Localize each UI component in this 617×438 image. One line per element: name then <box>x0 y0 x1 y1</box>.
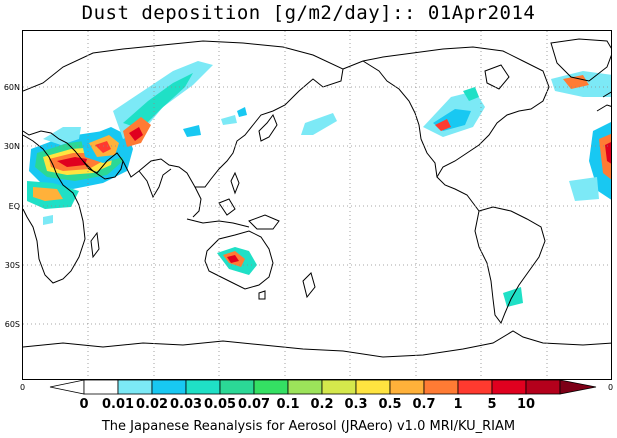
dust-region-great-lakes <box>463 87 479 101</box>
coast-new-zealand <box>302 272 316 299</box>
colorbar-cell <box>83 379 119 395</box>
colorbar-arrow-left <box>49 379 85 395</box>
map-panel <box>22 30 612 380</box>
dust-region-arctic-core <box>563 75 589 89</box>
coast-arabia <box>82 160 124 180</box>
dust-region-arabia-core <box>95 141 111 153</box>
coast-europe-west <box>602 91 611 98</box>
coast-tasmania <box>258 290 266 300</box>
dust-region-gobi <box>221 115 237 125</box>
colorbar-tick-label: 0.07 <box>237 397 271 412</box>
dust-region-sahel-core <box>33 187 63 201</box>
dust-region-sahara-peak <box>57 157 87 167</box>
coast-south-america <box>474 206 546 325</box>
colorbar-cell <box>185 379 221 395</box>
coast-eurasia <box>23 40 344 188</box>
lat-label-60n: 60N <box>3 83 20 92</box>
colorbar-tick-label: 10 <box>516 397 536 412</box>
colorbar-tick-label: 0.1 <box>276 397 300 412</box>
colorbar-cell <box>389 379 425 395</box>
dust-region-scatter-2 <box>43 215 53 225</box>
coast-madagascar <box>90 231 100 259</box>
coast-antarctica <box>23 330 611 358</box>
coast-north-america <box>342 46 550 212</box>
colorbar-cells <box>49 379 597 395</box>
footer-credit: The Japanese Reanalysis for Aerosol (JRA… <box>101 419 516 434</box>
coastlines <box>23 38 611 358</box>
colorbar-cell <box>491 379 527 395</box>
colorbar-tick-label: 0.5 <box>378 397 402 412</box>
coast-japan <box>258 113 278 142</box>
coast-africa <box>23 134 86 284</box>
dust-region-patagonia <box>503 287 523 307</box>
lat-label-30s: 30S <box>4 261 20 270</box>
colorbar-cell <box>287 379 323 395</box>
coast-borneo <box>218 198 236 216</box>
coast-indonesia <box>186 218 250 228</box>
colorbar-tick-label: 0.7 <box>412 397 436 412</box>
colorbar-tick-label: 1 <box>453 397 463 412</box>
dust-region-australia-core <box>227 255 239 263</box>
coast-philippines <box>230 171 240 195</box>
dust-region-taklimakan <box>183 125 201 137</box>
coast-north-america-west <box>362 60 438 178</box>
colorbar-tick-label: 5 <box>487 397 497 412</box>
colorbar-tick-label: 0.3 <box>344 397 368 412</box>
dust-region-north-pacific <box>301 113 337 135</box>
colorbar-arrow-right <box>559 379 597 395</box>
colorbar-tick-label: 0.02 <box>135 397 169 412</box>
dust-region-north-africa <box>43 127 81 145</box>
colorbar-cell <box>253 379 289 395</box>
axis-edge-right: 0 <box>608 383 614 392</box>
colorbar-tick-label: 0.03 <box>169 397 203 412</box>
lat-label-60s: 60S <box>4 320 20 329</box>
colorbar-cell <box>151 379 187 395</box>
colorbar-cell <box>525 379 561 395</box>
lat-label-eq: EQ <box>8 202 20 211</box>
colorbar-cell <box>457 379 493 395</box>
colorbar-cell <box>117 379 153 395</box>
colorbar <box>49 379 597 395</box>
coast-india <box>138 168 172 199</box>
colorbar-tick-label: 0.05 <box>203 397 237 412</box>
coast-hudson-bay <box>484 64 510 90</box>
graticule <box>23 31 611 379</box>
colorbar-tick-label: 0.01 <box>101 397 135 412</box>
colorbar-tick-label: 0 <box>79 397 89 412</box>
colorbar-cell <box>219 379 255 395</box>
dust-region-iran-core <box>129 127 143 141</box>
axis-edge-left: 0 <box>20 383 26 392</box>
coast-uk <box>596 104 611 112</box>
world-map <box>23 31 611 379</box>
dust-region-north-america-core <box>435 119 451 131</box>
lat-label-30n: 30N <box>3 142 20 151</box>
dust-shading <box>27 61 611 307</box>
coast-new-guinea <box>248 214 280 230</box>
colorbar-tick-label: 0.2 <box>310 397 334 412</box>
dust-region-scatter-1 <box>237 107 247 117</box>
map-title: Dust deposition [g/m2/day]:: 01Apr2014 <box>81 2 536 24</box>
dust-region-atlantic-core <box>605 142 611 164</box>
coast-malaysia <box>192 186 202 218</box>
colorbar-cell <box>321 379 357 395</box>
colorbar-cell <box>355 379 391 395</box>
dust-region-tropical-atlantic <box>569 177 599 201</box>
coast-australia <box>204 230 274 290</box>
colorbar-cell <box>423 379 459 395</box>
coast-greenland <box>550 38 611 82</box>
